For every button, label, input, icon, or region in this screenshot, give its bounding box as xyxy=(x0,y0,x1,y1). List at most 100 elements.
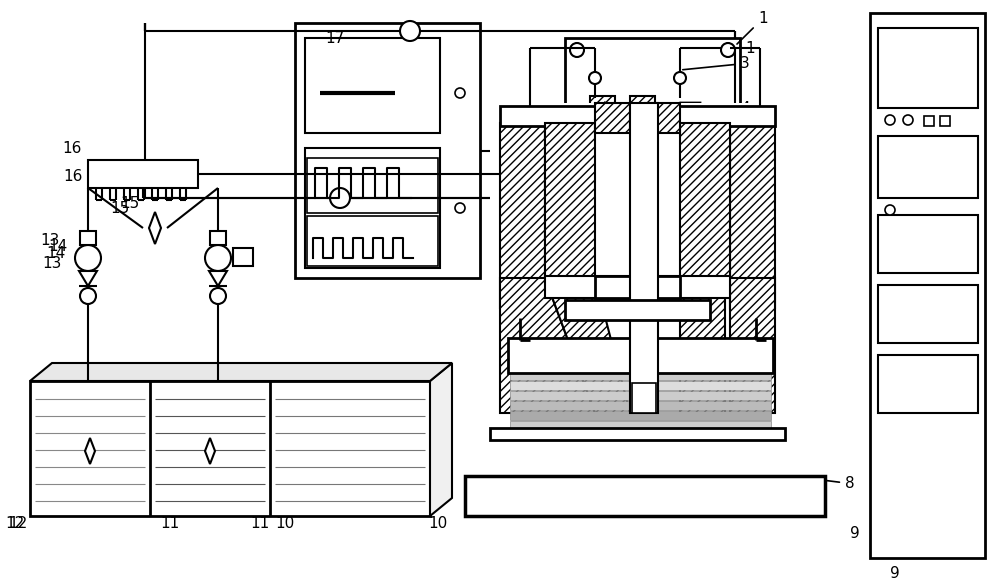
Circle shape xyxy=(210,288,226,304)
Bar xyxy=(878,136,978,198)
Circle shape xyxy=(455,88,465,98)
Bar xyxy=(595,276,680,298)
Polygon shape xyxy=(575,393,635,493)
Text: 4: 4 xyxy=(663,101,750,116)
Text: 15: 15 xyxy=(111,201,130,215)
Circle shape xyxy=(885,115,895,125)
Circle shape xyxy=(589,72,601,84)
Text: 12: 12 xyxy=(9,516,28,530)
Bar xyxy=(878,355,978,413)
Text: 11: 11 xyxy=(160,516,179,532)
Polygon shape xyxy=(680,278,725,413)
Bar xyxy=(490,103,810,503)
Bar xyxy=(700,148,755,413)
Bar xyxy=(630,103,658,413)
Bar xyxy=(545,276,730,298)
Text: 14: 14 xyxy=(49,239,68,253)
Text: 12: 12 xyxy=(6,516,25,532)
Bar xyxy=(595,103,630,133)
Bar xyxy=(590,96,615,141)
Text: 2: 2 xyxy=(748,121,758,135)
Text: X: X xyxy=(215,292,221,300)
Text: A: A xyxy=(336,193,344,203)
Bar xyxy=(510,421,771,430)
Circle shape xyxy=(721,139,735,153)
Text: M: M xyxy=(83,253,93,263)
Text: 17: 17 xyxy=(325,31,344,45)
Bar xyxy=(510,381,771,390)
Circle shape xyxy=(205,245,231,271)
Polygon shape xyxy=(205,438,215,464)
Circle shape xyxy=(674,72,686,84)
Text: 13: 13 xyxy=(41,232,60,248)
Polygon shape xyxy=(149,212,161,244)
Bar xyxy=(545,123,595,278)
Bar xyxy=(508,338,773,373)
Bar xyxy=(80,231,96,245)
Text: X: X xyxy=(85,292,91,300)
Text: 1: 1 xyxy=(737,11,768,44)
Polygon shape xyxy=(79,271,97,286)
Bar xyxy=(878,28,978,108)
Bar xyxy=(465,476,825,516)
Text: 9: 9 xyxy=(850,526,860,540)
Text: 3: 3 xyxy=(683,56,750,71)
Bar xyxy=(630,96,655,141)
Text: A: A xyxy=(406,26,414,36)
Bar xyxy=(30,381,430,516)
Text: 2: 2 xyxy=(655,170,762,186)
Bar xyxy=(878,215,978,273)
Text: 8: 8 xyxy=(793,476,855,491)
Text: 10: 10 xyxy=(428,516,447,530)
Bar xyxy=(655,148,700,393)
Bar xyxy=(305,38,440,133)
Bar xyxy=(510,371,771,380)
Bar xyxy=(870,13,985,558)
Circle shape xyxy=(570,139,584,153)
Text: M: M xyxy=(213,253,223,263)
Circle shape xyxy=(570,43,584,57)
Text: 15: 15 xyxy=(121,195,140,211)
Bar xyxy=(565,300,710,320)
Polygon shape xyxy=(700,393,755,493)
Bar xyxy=(680,123,730,278)
Bar xyxy=(655,123,755,148)
Text: 13: 13 xyxy=(43,256,62,270)
Text: 11: 11 xyxy=(250,516,269,530)
Text: 5: 5 xyxy=(698,186,770,201)
Text: 16: 16 xyxy=(63,141,82,155)
Bar xyxy=(645,103,680,133)
Bar xyxy=(210,231,226,245)
Text: 9: 9 xyxy=(890,566,900,580)
Bar xyxy=(510,411,771,420)
Bar xyxy=(940,116,950,126)
Text: 1: 1 xyxy=(745,41,755,55)
Circle shape xyxy=(721,43,735,57)
Bar xyxy=(590,141,680,163)
Bar xyxy=(305,148,440,268)
Circle shape xyxy=(903,115,913,125)
Bar xyxy=(233,248,253,266)
Circle shape xyxy=(400,21,420,41)
Bar xyxy=(730,123,775,308)
Bar xyxy=(565,38,740,158)
Bar xyxy=(924,116,934,126)
Polygon shape xyxy=(545,278,630,413)
Bar xyxy=(307,216,438,266)
Polygon shape xyxy=(430,363,452,516)
Polygon shape xyxy=(520,393,620,493)
Text: X: X xyxy=(608,486,622,506)
Bar xyxy=(88,160,198,188)
Polygon shape xyxy=(30,363,452,381)
Polygon shape xyxy=(209,271,227,286)
Bar xyxy=(510,401,771,410)
Text: 6: 6 xyxy=(703,256,770,271)
Circle shape xyxy=(885,205,895,215)
Circle shape xyxy=(80,288,96,304)
Bar xyxy=(500,106,775,126)
Bar xyxy=(510,391,771,400)
Circle shape xyxy=(455,203,465,213)
Text: 14: 14 xyxy=(47,246,66,260)
Bar xyxy=(307,158,438,213)
Text: 10: 10 xyxy=(275,516,294,532)
